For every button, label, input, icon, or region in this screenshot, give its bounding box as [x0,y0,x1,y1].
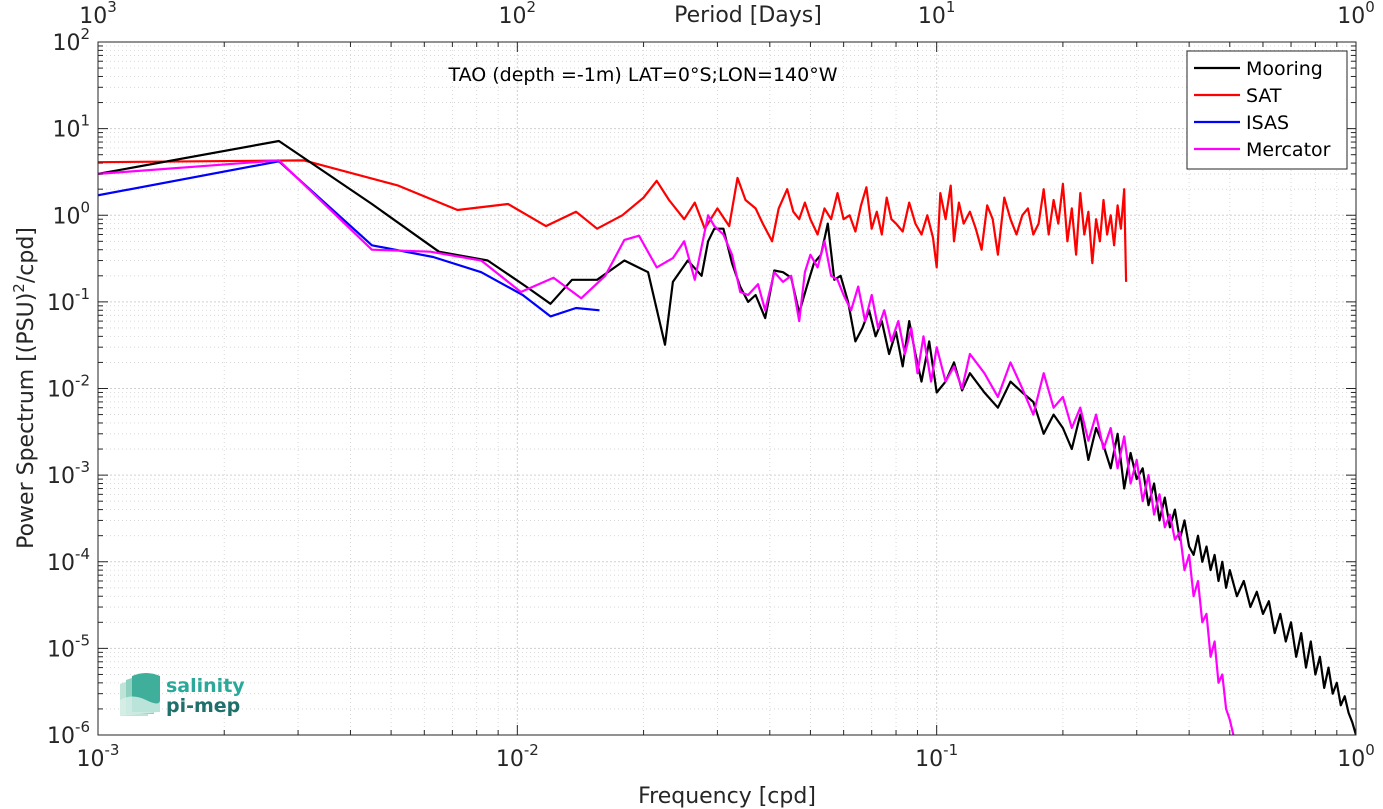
salinity-pi-mep-logo: salinity pi-mep [120,673,245,717]
series-line-mercator [98,159,1235,735]
legend-label-isas: ISAS [1246,112,1289,134]
series-line-sat [98,159,1128,282]
x-tick-label: 100 [1337,741,1375,772]
y-tick-label: 10-5 [47,631,90,662]
y-tick-label: 10-6 [47,718,90,749]
y-tick-label: 100 [52,198,90,229]
y-tick-label: 101 [52,112,90,143]
tick-labels: 10-3 10-2 10-1 100 102 101 100 10-1 10-2 10-3 10-4… [47,0,1375,772]
tick-marks [97,41,1357,736]
x-tick-label: 10-2 [496,741,539,772]
x-tick-label: 10-3 [77,741,120,772]
top-x-tick-label: 102 [499,0,537,29]
series-layer [98,139,1356,735]
legend-items: Mooring SAT ISAS Mercator [1194,58,1331,161]
logo-text-salinity: salinity [166,675,245,697]
y-tick-label: 102 [52,25,90,56]
top-x-tick-label: 101 [918,0,956,29]
logo-mark-icon [120,673,160,716]
top-x-tick-label: 100 [1337,0,1375,29]
y-tick-label: 10-2 [47,372,90,403]
logo-text-pi-mep: pi-mep [166,695,240,717]
top-x-tick-label: 103 [79,0,117,29]
chart-title: TAO (depth =-1m) LAT=0°S;LON=140°W [447,64,837,86]
legend-label-sat: SAT [1246,85,1282,107]
x-axis-label: Frequency [cpd] [638,784,816,809]
legend: Mooring SAT ISAS Mercator [1186,50,1348,170]
legend-label-mooring: Mooring [1246,58,1323,80]
x-tick-label: 10-1 [915,741,958,772]
y-tick-label: 10-3 [47,458,90,489]
y-tick-label: 10-1 [47,285,90,316]
y-tick-label: 10-4 [47,545,90,576]
y-axis-label: Power Spectrum [(PSU)2/cpd] [10,227,39,549]
legend-label-mercator: Mercator [1246,139,1331,161]
top-axis-label: Period [Days] [674,3,822,28]
